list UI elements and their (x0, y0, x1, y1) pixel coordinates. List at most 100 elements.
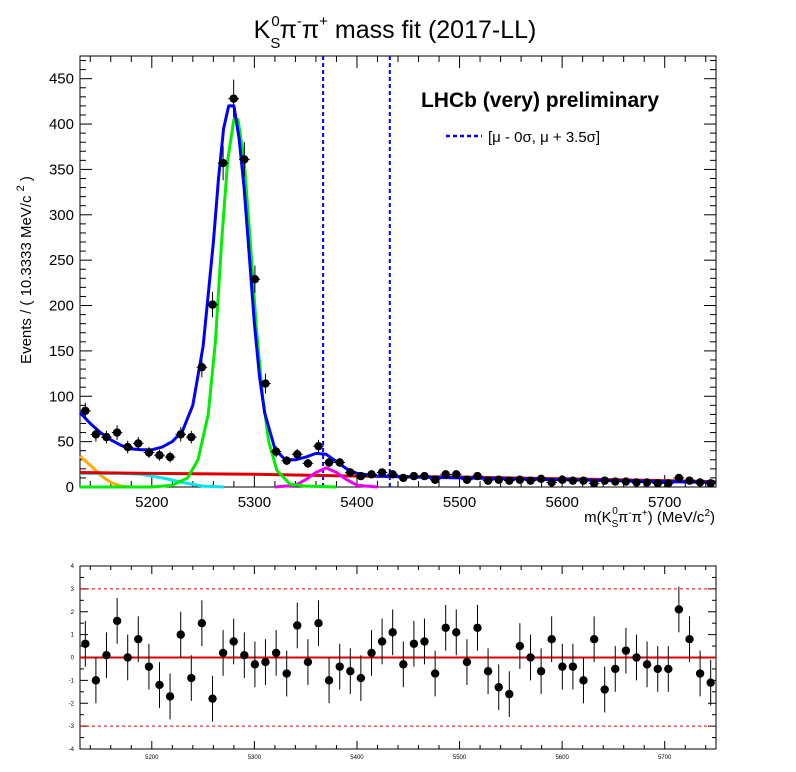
pull-point (589, 635, 599, 644)
pull-point (250, 660, 260, 669)
data-point (526, 476, 535, 485)
data-point (452, 470, 461, 479)
data-point (483, 476, 493, 485)
legend-window-label: [μ - 0σ, μ + 3.5σ] (488, 129, 600, 146)
pull-point (314, 618, 323, 628)
pull-point (483, 667, 493, 676)
data-point (346, 468, 355, 477)
pull-point (547, 635, 556, 644)
data-points (80, 79, 716, 488)
data-point (558, 475, 567, 484)
pull-point (611, 664, 620, 674)
pull-point (674, 605, 684, 614)
pull-x-tick-label: 5700 (658, 755, 672, 761)
pull-x-tick-label: 5200 (145, 755, 159, 761)
pull-point (187, 673, 196, 683)
pull-point (494, 683, 503, 692)
data-point (399, 473, 408, 483)
pull-point (558, 662, 567, 671)
pull-point (579, 676, 588, 685)
pull-point (441, 623, 450, 632)
x-tick-label: 5300 (238, 494, 271, 511)
pull-point (112, 616, 122, 626)
signal-window-lines (322, 56, 391, 487)
data-point (335, 458, 344, 467)
x-tick-label: 5400 (340, 494, 373, 511)
data-point (430, 475, 440, 484)
data-point (293, 450, 302, 459)
pull-point (303, 657, 313, 667)
x-tick-label: 5600 (545, 494, 578, 511)
pull-point (208, 694, 217, 703)
data-point (409, 471, 419, 481)
pull-point (144, 662, 154, 671)
data-point (695, 478, 705, 487)
pull-point (261, 657, 270, 667)
pull-point (664, 664, 673, 674)
data-point (197, 363, 207, 372)
pull-y-tick-label: 4 (71, 564, 75, 570)
pull-point (399, 660, 408, 669)
data-point (674, 473, 684, 483)
data-point (112, 428, 122, 437)
lhcb-annotation: LHCb (very) preliminary (421, 89, 659, 112)
pull-point (81, 639, 90, 648)
pull-point (600, 685, 609, 694)
y-tick-label: 200 (49, 298, 74, 315)
pull-point (197, 618, 207, 628)
pull-y-tick-label: 0 (71, 656, 75, 662)
data-point (314, 441, 323, 451)
data-point (208, 300, 217, 309)
pull-point (526, 653, 535, 662)
pull-y-tick-label: -4 (69, 747, 75, 753)
pull-x-tick-label: 5600 (555, 755, 569, 761)
data-point (568, 476, 578, 485)
pull-point (282, 669, 291, 678)
pull-point (377, 637, 387, 646)
pull-point (367, 648, 376, 658)
y-tick-label: 250 (49, 252, 74, 269)
pull-point (388, 628, 397, 637)
data-point (706, 479, 715, 488)
data-point (505, 476, 514, 485)
pull-point (642, 660, 652, 669)
data-point (102, 432, 111, 442)
data-point (473, 471, 482, 481)
data-point (462, 475, 472, 484)
data-point (356, 471, 366, 481)
data-point (536, 474, 546, 484)
pull-point (515, 641, 525, 651)
y-tick-label: 350 (49, 161, 74, 178)
pull-point (452, 628, 461, 637)
data-point (165, 452, 175, 462)
data-point (377, 468, 387, 477)
pull-point (335, 662, 344, 671)
data-point (240, 155, 249, 164)
x-tick-label: 5500 (443, 494, 476, 511)
y-tick-label: 300 (49, 207, 74, 224)
data-point (91, 430, 101, 439)
pull-point (536, 667, 546, 676)
pull-point (134, 635, 143, 644)
pull-point (123, 653, 132, 662)
y-tick-label: 450 (49, 71, 74, 88)
data-point (187, 432, 196, 442)
pull-point (430, 669, 440, 678)
pull-point (473, 623, 482, 632)
pull-point (695, 669, 705, 678)
pull-point (176, 630, 185, 639)
data-point (420, 471, 429, 481)
pull-point (240, 651, 249, 660)
x-tick-label: 5200 (135, 494, 168, 511)
pull-reference-lines (80, 588, 716, 727)
x-axis-label: m(KS0π-π+) (MeV/c2) (584, 506, 715, 530)
pull-points (81, 586, 715, 722)
data-point (664, 479, 673, 488)
pull-y-tick-label: -1 (69, 678, 75, 684)
data-point (653, 479, 662, 488)
pull-point (165, 692, 175, 701)
data-point (144, 448, 154, 457)
data-point (218, 158, 228, 168)
data-point (547, 478, 556, 487)
